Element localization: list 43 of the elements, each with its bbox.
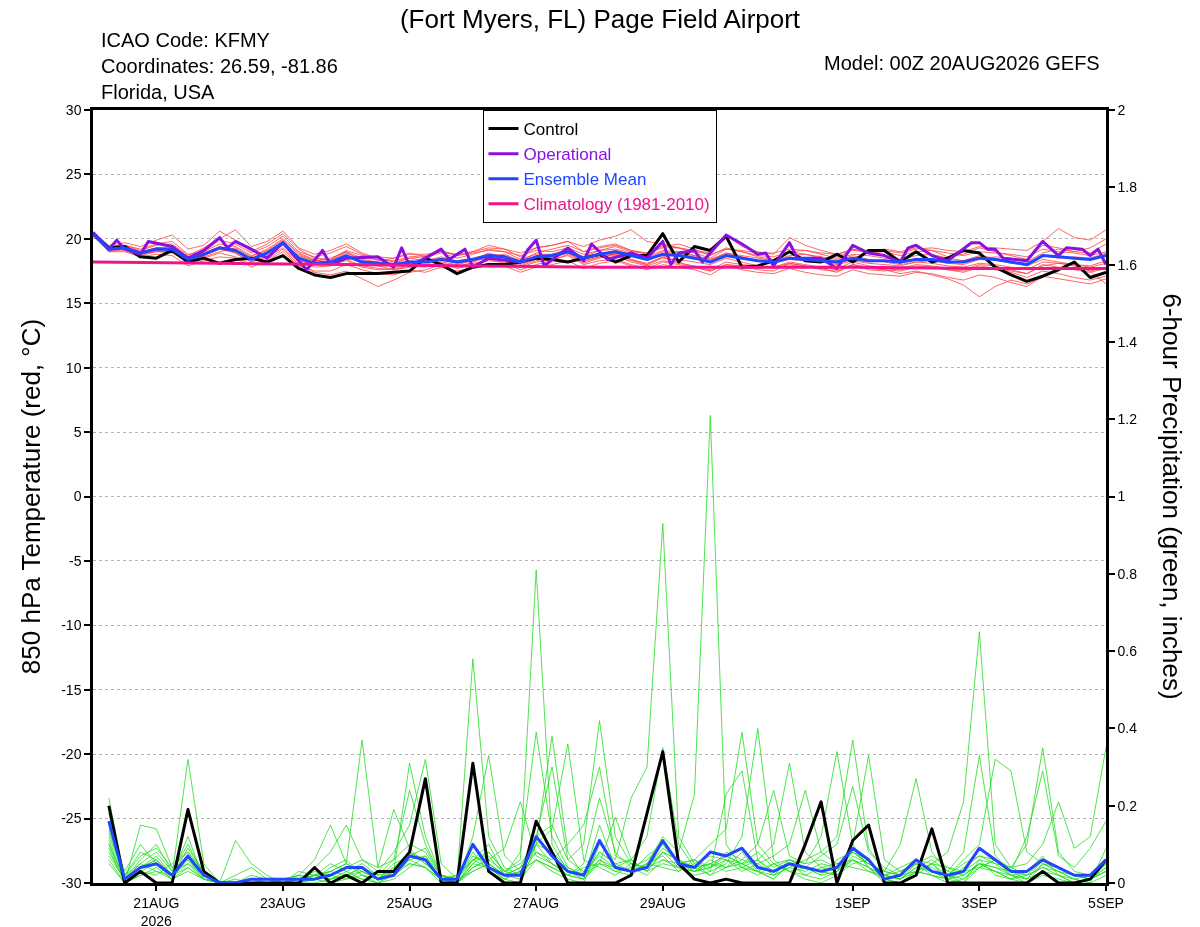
y2-tick-label: 0.4 xyxy=(1117,720,1138,737)
legend-label: Control xyxy=(523,120,579,140)
legend-label: Climatology (1981-2010) xyxy=(523,195,710,215)
y-tick-label: -20 xyxy=(61,746,82,763)
text: Florida, USA xyxy=(101,81,216,103)
text: Model: 00Z 20AUG2026 GEFS xyxy=(824,52,1100,74)
y2-tick-label: 0.2 xyxy=(1117,797,1138,814)
x-tick-label: 21AUG 2026 xyxy=(133,894,180,927)
y2-axis-title: 6-hour Precipitation (green, inches) xyxy=(1156,293,1187,700)
y-tick-label: -25 xyxy=(61,810,82,827)
y-tick-label: 0 xyxy=(73,488,82,505)
y-tick-label: -15 xyxy=(61,681,82,698)
y-tick-label: 30 xyxy=(65,101,82,118)
x-tick-label: 3SEP xyxy=(961,894,998,911)
x-tick-label: 29AUG xyxy=(639,894,686,911)
y-tick-label: 25 xyxy=(65,166,82,183)
x-tick-label: 5SEP xyxy=(1088,894,1124,911)
y-tick-label: -10 xyxy=(61,617,82,634)
y-tick-label: -30 xyxy=(61,874,82,891)
y2-tick-label: 1.2 xyxy=(1117,411,1138,428)
x-tick-label: 25AUG xyxy=(386,894,433,911)
x-tick-label: 27AUG xyxy=(513,894,560,911)
y-axis-title: 850 hPa Temperature (red, °C) xyxy=(15,318,46,675)
legend-label: Operational xyxy=(523,145,612,165)
y-tick-label: 15 xyxy=(65,295,82,312)
text: Coordinates: 26.59, -81.86 xyxy=(101,55,338,77)
y-tick-label: -5 xyxy=(69,552,82,569)
text: ICAO Code: KFMY xyxy=(101,29,270,51)
chart-title: (Fort Myers, FL) Page Field Airport xyxy=(399,4,801,35)
y2-tick-label: 0.6 xyxy=(1117,643,1138,659)
x-tick-label: 1SEP xyxy=(834,894,871,911)
y2-tick-label: 0.8 xyxy=(1117,565,1138,582)
y-tick-label: 5 xyxy=(73,423,82,440)
y2-tick-label: 1.8 xyxy=(1117,179,1138,196)
y-tick-label: 10 xyxy=(65,359,82,376)
legend-label: Ensemble Mean xyxy=(523,170,647,190)
y2-tick-label: 2 xyxy=(1117,101,1126,118)
y-tick-label: 20 xyxy=(65,230,82,247)
y2-tick-label: 1 xyxy=(1117,488,1126,505)
y2-tick-label: 1.6 xyxy=(1117,256,1138,273)
y2-tick-label: 0 xyxy=(1117,874,1126,891)
x-tick-label: 23AUG xyxy=(259,894,306,911)
y2-tick-label: 1.4 xyxy=(1117,333,1138,350)
